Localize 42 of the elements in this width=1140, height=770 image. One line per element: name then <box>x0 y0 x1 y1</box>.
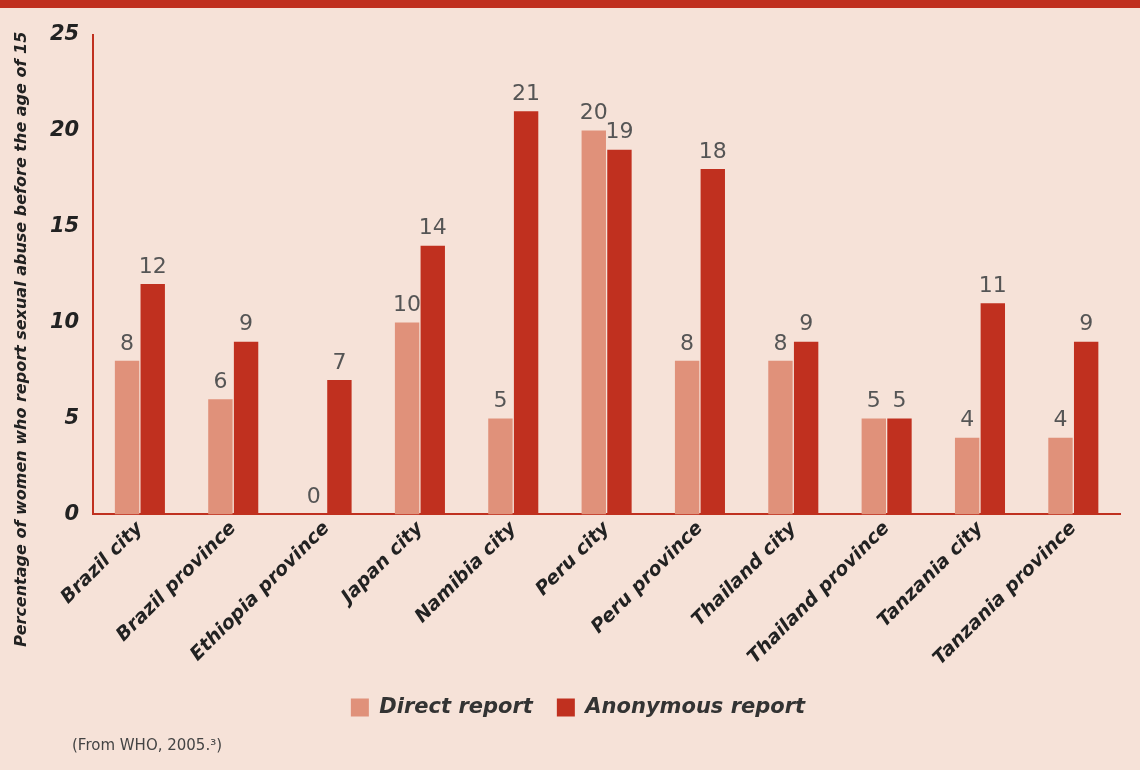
data-label: 21 <box>512 80 541 106</box>
data-label: 9 <box>799 310 814 336</box>
bar <box>674 360 700 515</box>
bar <box>208 399 233 515</box>
bar <box>394 322 420 515</box>
data-label: 0 <box>306 483 321 509</box>
data-label: 5 <box>866 387 881 413</box>
bar <box>114 360 140 515</box>
bar <box>861 418 886 515</box>
data-label: 4 <box>1053 406 1068 432</box>
y-axis-title: Percentage of women who report sexual abuse before the age of 15 <box>11 31 31 647</box>
y-tick-label: 5 <box>64 404 80 429</box>
data-label: 9 <box>239 310 254 336</box>
y-tick-label: 10 <box>49 308 80 333</box>
bar <box>954 437 980 515</box>
y-tick-label: 25 <box>49 21 80 46</box>
text: (From WHO, 2005.³) <box>72 736 223 754</box>
bar <box>581 130 606 515</box>
y-tick-label: 15 <box>49 212 80 237</box>
data-label: 7 <box>332 348 347 374</box>
data-label: 12 <box>138 252 167 278</box>
bar <box>488 418 513 515</box>
bar <box>768 360 793 515</box>
data-label: 19 <box>605 118 634 144</box>
legend-label: Anonymous report <box>583 693 807 718</box>
legend-label: Direct report <box>379 693 534 718</box>
y-tick-label: 20 <box>49 117 80 142</box>
data-label: 4 <box>960 406 975 432</box>
data-label: 11 <box>978 272 1007 298</box>
data-label: 8 <box>120 329 135 355</box>
data-label: 5 <box>493 387 508 413</box>
data-label: 8 <box>680 329 695 355</box>
data-label: 14 <box>418 214 447 240</box>
data-label: 5 <box>892 387 907 413</box>
data-label: 9 <box>1079 310 1094 336</box>
data-label: 6 <box>213 367 228 393</box>
bar <box>1048 437 1073 515</box>
data-label: 18 <box>698 137 727 163</box>
y-tick-label: 0 <box>64 500 80 525</box>
data-label: 10 <box>393 291 422 317</box>
data-label: 8 <box>773 329 788 355</box>
data-label: 20 <box>579 99 608 125</box>
